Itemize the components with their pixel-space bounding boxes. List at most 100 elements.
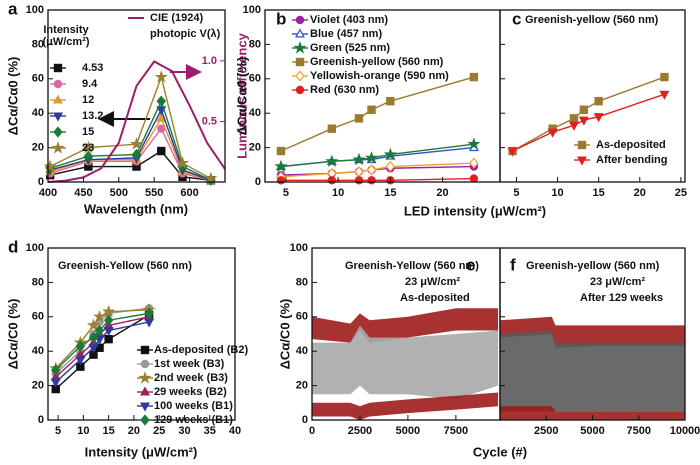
- series-line: [280, 162, 474, 178]
- y-axis-label: ΔCα/Cα0 (%): [5, 57, 20, 136]
- marker: [327, 124, 337, 133]
- legend-marker: [53, 112, 63, 122]
- y-tick-label: 0: [38, 176, 44, 188]
- panel-letter: e: [466, 255, 475, 274]
- legend-label: Blue (457 nm): [310, 28, 382, 40]
- marker: [469, 72, 479, 82]
- marker: [50, 378, 61, 388]
- series-line: [49, 74, 212, 180]
- y-tick-label: 40: [32, 107, 44, 119]
- marker: [547, 128, 558, 138]
- marker: [593, 113, 604, 123]
- x-tick-label: 5000: [396, 425, 420, 437]
- legend-label: After bending: [596, 154, 668, 166]
- legend-label: 1st week (B3): [154, 358, 225, 370]
- legend-title: (μW/cm²): [42, 36, 89, 48]
- x-tick-label: 25: [675, 187, 687, 199]
- legend-marker: [51, 141, 65, 154]
- legend-label: As-deposited (B2): [154, 344, 248, 356]
- legend-label: 29 weeks (B2): [154, 386, 227, 398]
- x-tick-label: 20: [128, 425, 140, 437]
- legend-label: Violet (403 nm): [310, 14, 388, 26]
- annotation: Greenish-yellow (560 nm): [525, 14, 659, 26]
- x-tick-label: 25: [153, 425, 165, 437]
- y-tick-label: 80: [296, 276, 308, 288]
- marker: [386, 96, 395, 106]
- marker: [103, 327, 114, 337]
- panel-letter: a: [8, 0, 18, 18]
- legend-marker: [53, 126, 63, 138]
- y-tick-label: 100: [243, 4, 261, 16]
- legend-label: Red (630 nm): [310, 84, 379, 96]
- x-tick-label: 5: [283, 187, 289, 199]
- marker: [104, 334, 113, 344]
- marker: [578, 116, 589, 126]
- marker: [367, 176, 376, 185]
- legend-marker: [295, 28, 305, 38]
- series-line: [47, 60, 226, 183]
- marker: [131, 148, 142, 161]
- series-line: [280, 76, 475, 152]
- legend-marker: [140, 345, 150, 355]
- marker: [43, 159, 57, 173]
- marker: [103, 314, 114, 326]
- marker: [469, 174, 479, 183]
- x-tick-label: 10: [551, 187, 563, 199]
- y-tick-label: 20: [32, 380, 44, 392]
- panel-letter: f: [510, 255, 516, 274]
- x-tick-label: 400: [39, 187, 57, 199]
- y-tick-label: 40: [32, 345, 44, 357]
- y-tick-label: 100: [290, 242, 308, 254]
- x-tick-label: 0: [309, 425, 315, 437]
- marker: [88, 344, 99, 354]
- series-line: [49, 107, 212, 181]
- y-tick-label: 20: [249, 142, 261, 154]
- marker: [204, 171, 218, 185]
- band: [312, 325, 499, 400]
- marker: [385, 160, 396, 173]
- x-axis-label: Cycle (#): [473, 444, 527, 459]
- legend-marker: [140, 386, 150, 396]
- marker: [94, 324, 105, 337]
- y-tick-label: 20: [296, 380, 308, 392]
- y-tick-label: 40: [249, 107, 261, 119]
- y-tick-label: 20: [32, 142, 44, 154]
- marker: [354, 166, 364, 178]
- x-tick-label: 15: [384, 187, 396, 199]
- x-tick-label: 35: [204, 425, 216, 437]
- legend-label: Greenish-yellow (560 nm): [310, 56, 444, 68]
- y-axis-label: ΔCα/C0 (%): [277, 299, 292, 370]
- legend-label: Yellowish-orange (590 nm): [310, 70, 449, 82]
- legend-marker: [138, 371, 152, 384]
- marker: [102, 304, 116, 318]
- series-line: [512, 76, 665, 152]
- y-axis-label: ΔCα/Cα0 (%): [234, 57, 249, 136]
- series-line: [49, 99, 212, 181]
- y-tick-label: 0: [38, 414, 44, 426]
- legend-marker: [140, 402, 150, 412]
- legend-title: Intensity: [43, 24, 89, 36]
- y-axis-label: ΔCα/C0 (%): [5, 299, 20, 370]
- marker: [569, 114, 579, 123]
- legend-label: 2nd week (B3): [154, 372, 228, 384]
- marker: [154, 70, 168, 83]
- series-line: [280, 165, 474, 176]
- marker: [129, 137, 144, 150]
- marker: [469, 157, 479, 169]
- marker: [144, 307, 154, 319]
- legend-marker: [53, 94, 63, 104]
- legend-label: 4.53: [82, 62, 103, 74]
- marker: [467, 137, 481, 150]
- series-line: [55, 312, 150, 371]
- marker: [569, 121, 579, 131]
- x-tick-label: 10000: [670, 425, 700, 437]
- legend-label: 15: [82, 126, 94, 138]
- band: [500, 330, 685, 412]
- marker: [157, 146, 166, 156]
- y-tick-label: 60: [249, 73, 261, 85]
- annotation: Greenish-Yellow (560 nm): [58, 260, 192, 272]
- x-tick-label: 40: [229, 425, 241, 437]
- legend-marker: [53, 79, 63, 89]
- plot-frame: [499, 9, 686, 183]
- marker: [274, 159, 288, 173]
